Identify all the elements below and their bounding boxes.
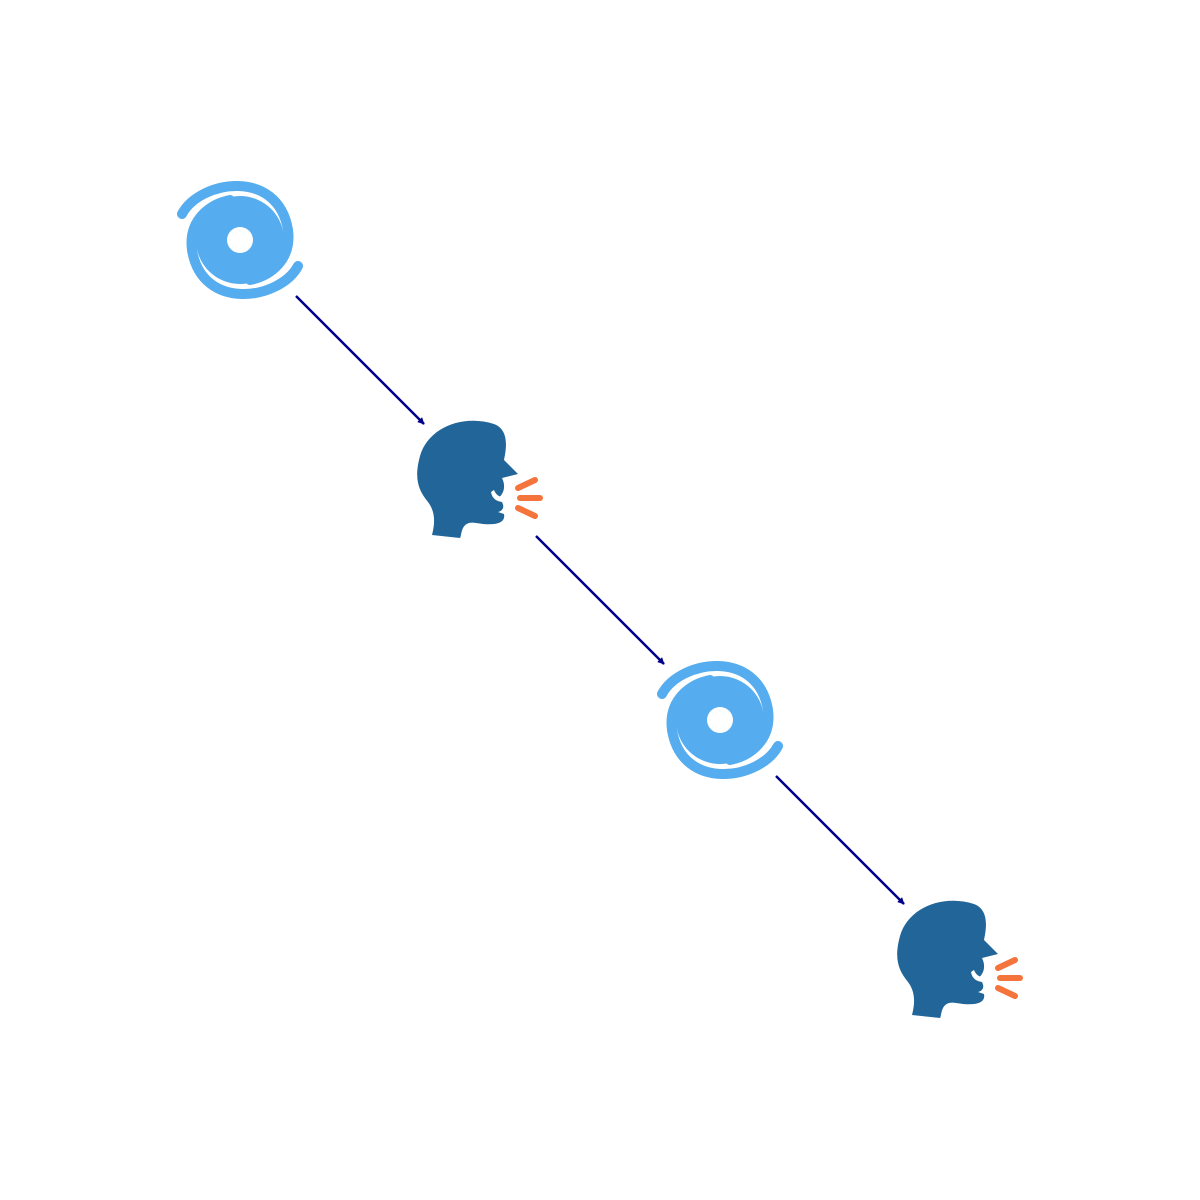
edge-n3-n4 [775,775,905,905]
edge-n1-n2 [295,295,425,425]
node-n1[interactable] [177,181,303,299]
node-n3[interactable] [657,661,783,779]
edges [295,295,905,905]
cyclone-icon [177,181,303,299]
cyclone-eye [227,227,253,253]
speaking-head-icon [897,900,1023,1018]
cyclone-icon [657,661,783,779]
sound-waves [995,957,1023,999]
sound-waves [515,477,543,519]
edge-n2-n3 [535,535,665,665]
node-n2[interactable] [417,420,543,538]
speaking-head-icon [417,420,543,538]
node-n4[interactable] [897,900,1023,1018]
cyclone-eye [707,707,733,733]
